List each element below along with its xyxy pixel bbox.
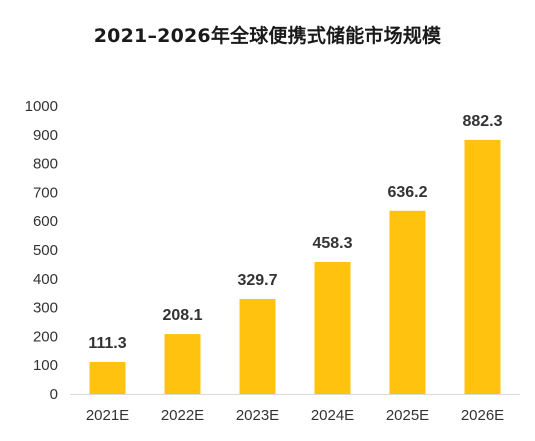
x-category-label: 2022E: [161, 407, 204, 424]
y-tick-label: 0: [50, 386, 58, 403]
data-label: 458.3: [312, 235, 352, 252]
y-tick-label: 100: [33, 357, 58, 374]
x-axis-categories: 2021E 2022E 2023E 2024E 2025E 2026E: [86, 407, 504, 424]
bar: [164, 334, 201, 394]
y-tick-label: 800: [33, 156, 58, 173]
data-labels: 111.3 208.1 329.7 458.3 636.2 882.3: [88, 113, 502, 352]
y-tick-label: 300: [33, 300, 58, 317]
y-tick-label: 700: [33, 184, 58, 201]
bar: [389, 210, 426, 394]
x-category-label: 2024E: [311, 407, 354, 424]
bar: [314, 262, 351, 394]
y-tick-label: 500: [33, 242, 58, 259]
x-category-label: 2026E: [461, 407, 504, 424]
y-tick-label: 1000: [25, 98, 58, 115]
data-label: 111.3: [88, 335, 126, 352]
bars: [89, 139, 501, 394]
data-label: 329.7: [237, 272, 277, 289]
y-axis-ticks: 0 100 200 300 400 500 600 700 800 900 1000: [25, 98, 58, 403]
x-category-label: 2025E: [386, 407, 429, 424]
y-tick-label: 200: [33, 328, 58, 345]
bar: [89, 361, 126, 394]
y-tick-label: 600: [33, 213, 58, 230]
data-label: 882.3: [462, 113, 502, 130]
chart-title: 2021–2026年全球便携式储能市场规模: [93, 25, 442, 47]
x-category-label: 2021E: [86, 407, 129, 424]
y-tick-label: 400: [33, 271, 58, 288]
data-label: 208.1: [162, 307, 202, 324]
data-label: 636.2: [387, 184, 427, 201]
bar: [464, 139, 501, 394]
x-category-label: 2023E: [236, 407, 279, 424]
y-tick-label: 900: [33, 127, 58, 144]
bar: [239, 299, 276, 394]
